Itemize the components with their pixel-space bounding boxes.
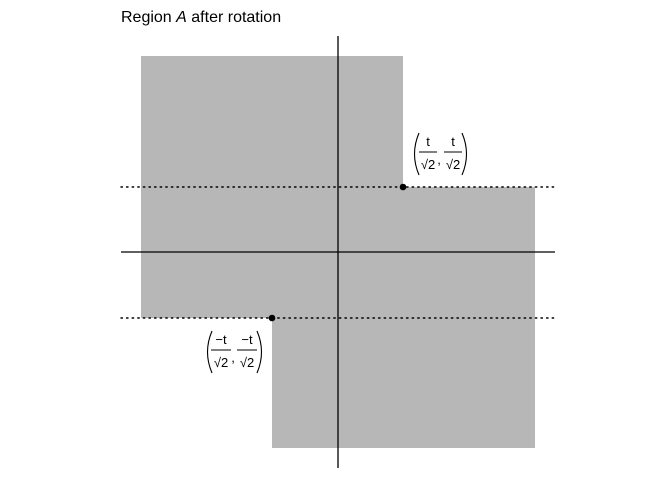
- y-numerator: t: [451, 134, 455, 149]
- x-denominator: √2: [421, 157, 435, 172]
- diagram-title: Region A after rotation: [121, 9, 281, 26]
- y-numerator: −t: [241, 332, 253, 347]
- y-denominator: √2: [446, 157, 460, 172]
- x-numerator: t: [426, 134, 430, 149]
- label-right-paren: [461, 132, 468, 176]
- lower-left-corner-point: [268, 314, 276, 322]
- lower-left-point-label: −t √2 , −t √2: [206, 330, 263, 374]
- y-denominator: √2: [240, 355, 254, 370]
- label-left-paren: [206, 330, 213, 374]
- upper-right-corner-point: [399, 183, 407, 191]
- coordinate-separator: ,: [231, 350, 235, 365]
- title-prefix: Region: [121, 9, 176, 26]
- upper-right-point-label: t √2 , t √2: [413, 132, 468, 176]
- x-numerator: −t: [215, 332, 227, 347]
- title-variable: A: [175, 9, 187, 26]
- title-suffix: after rotation: [187, 9, 281, 26]
- x-denominator: √2: [214, 355, 228, 370]
- coordinate-separator: ,: [437, 152, 441, 167]
- label-left-paren: [413, 132, 420, 176]
- label-right-paren: [256, 330, 263, 374]
